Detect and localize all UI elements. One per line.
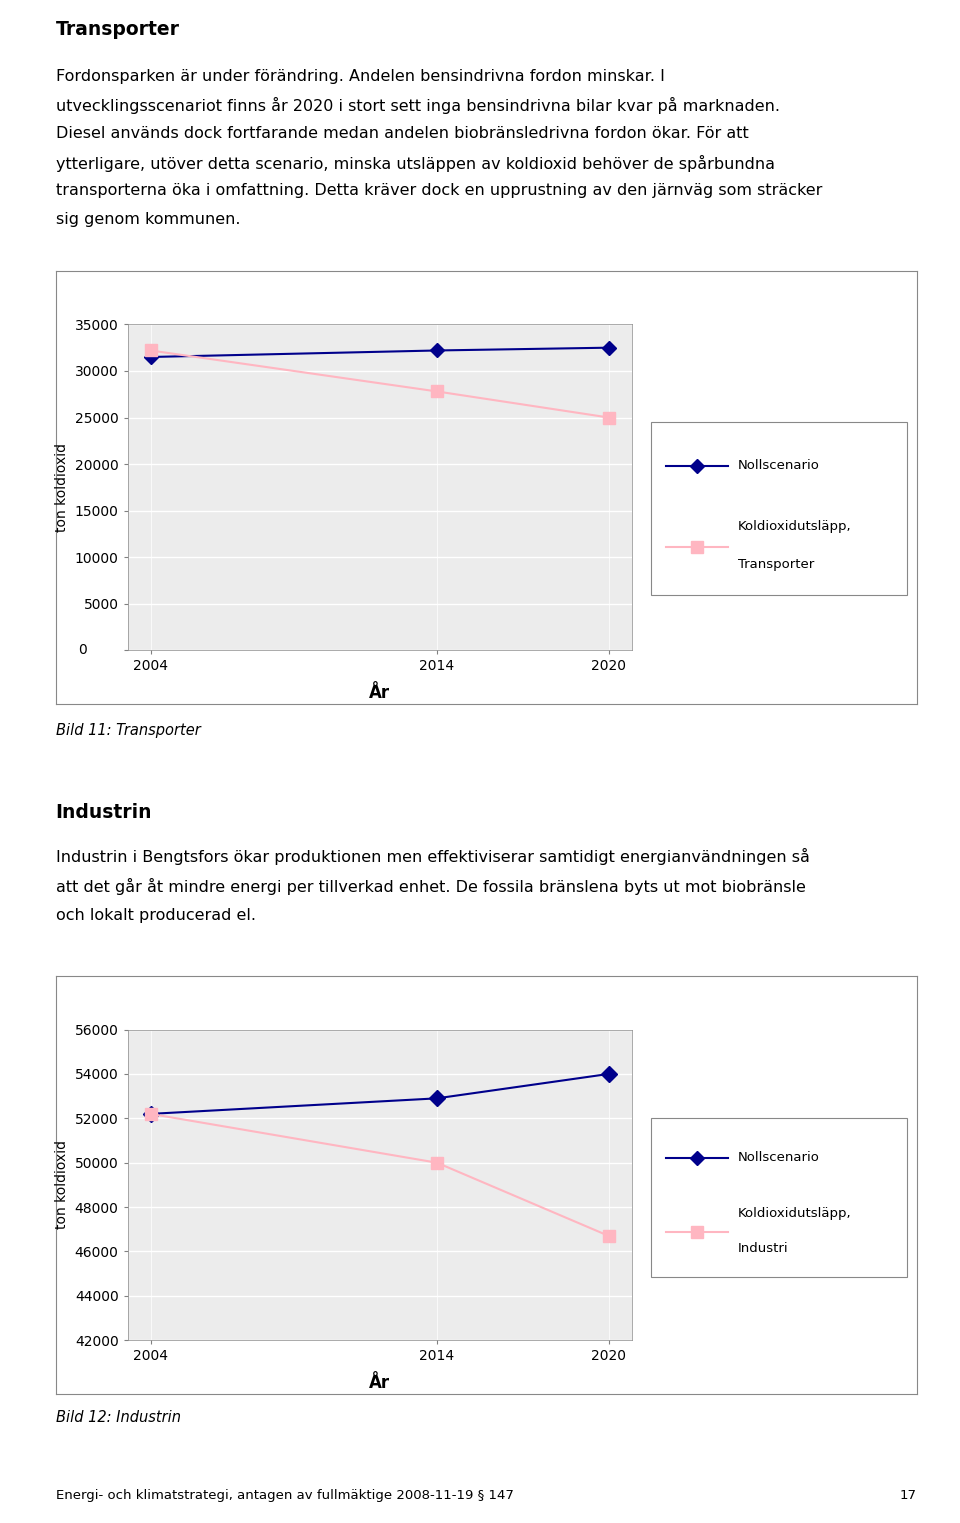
Text: Koldioxidutsläpp,: Koldioxidutsläpp, (738, 519, 852, 533)
Text: att det går åt mindre energi per tillverkad enhet. De fossila bränslena byts ut : att det går åt mindre energi per tillver… (56, 879, 805, 896)
Text: transporterna öka i omfattning. Detta kräver dock en upprustning av den järnväg : transporterna öka i omfattning. Detta kr… (56, 183, 822, 198)
Text: Energi- och klimatstrategi, antagen av fullmäktige 2008-11-19 § 147: Energi- och klimatstrategi, antagen av f… (56, 1489, 514, 1502)
Text: ytterligare, utöver detta scenario, minska utsläppen av koldioxid behöver de spå: ytterligare, utöver detta scenario, mins… (56, 155, 775, 172)
Y-axis label: ton koldioxid: ton koldioxid (56, 443, 69, 532)
Text: Diesel används dock fortfarande medan andelen biobränsledrivna fordon ökar. För : Diesel används dock fortfarande medan an… (56, 126, 749, 142)
Text: Transporter: Transporter (738, 557, 814, 571)
Text: 17: 17 (900, 1489, 917, 1502)
Text: Koldioxidutsläpp,: Koldioxidutsläpp, (738, 1206, 852, 1220)
Text: Nollscenario: Nollscenario (738, 1151, 820, 1164)
Text: Industrin: Industrin (56, 803, 153, 821)
Text: Bild 11: Transporter: Bild 11: Transporter (56, 723, 201, 737)
Text: Industrin i Bengtsfors ökar produktionen men effektiviserar samtidigt energianvä: Industrin i Bengtsfors ökar produktionen… (56, 848, 809, 865)
FancyBboxPatch shape (651, 422, 907, 595)
Text: Transporter: Transporter (56, 20, 180, 38)
Text: 0: 0 (79, 643, 87, 658)
Text: utvecklingsscenariot finns år 2020 i stort sett inga bensindrivna bilar kvar på : utvecklingsscenariot finns år 2020 i sto… (56, 97, 780, 114)
X-axis label: År: År (369, 1374, 391, 1392)
Text: Bild 12: Industrin: Bild 12: Industrin (56, 1410, 180, 1424)
FancyBboxPatch shape (651, 1118, 907, 1276)
Text: och lokalt producerad el.: och lokalt producerad el. (56, 908, 255, 923)
Text: Nollscenario: Nollscenario (738, 460, 820, 472)
Text: Fordonsparken är under förändring. Andelen bensindrivna fordon minskar. I: Fordonsparken är under förändring. Andel… (56, 69, 664, 84)
X-axis label: År: År (369, 684, 391, 702)
Text: sig genom kommunen.: sig genom kommunen. (56, 212, 240, 227)
Text: Industri: Industri (738, 1241, 789, 1255)
Y-axis label: ton koldioxid: ton koldioxid (56, 1141, 69, 1229)
